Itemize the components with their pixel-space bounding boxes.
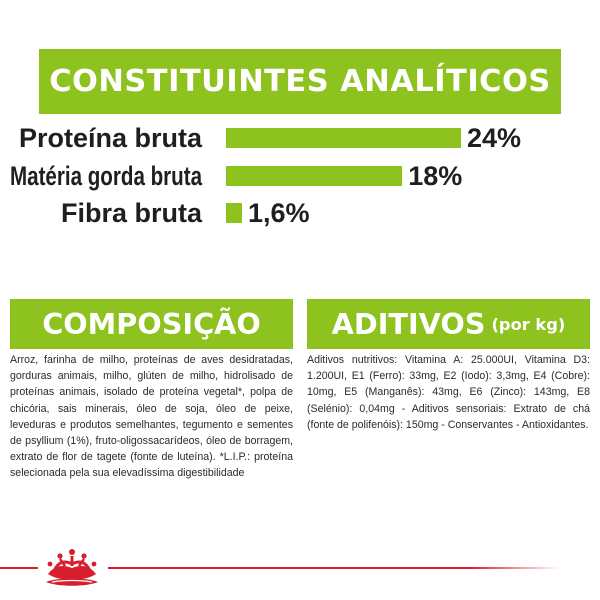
nutrient-value: 18%: [408, 161, 463, 191]
additives-text: Aditivos nutritivos: Vitamina A: 25.000U…: [307, 354, 590, 431]
nutrient-bar: [226, 166, 403, 186]
additives-title: ADITIVOS: [331, 307, 486, 341]
nutrient-value: 24%: [467, 123, 522, 153]
composition-text: Arroz, farinha de milho, proteínas de av…: [10, 354, 293, 480]
crown-icon: [46, 549, 98, 586]
nutrient-row-protein: Proteína bruta 24%: [0, 118, 600, 158]
nutrient-bar: [226, 128, 461, 148]
footer-line-left: [0, 567, 38, 569]
nutrient-bar: [226, 203, 242, 223]
composition-title: COMPOSIÇÃO: [42, 307, 261, 341]
nutrient-label: Matéria gorda bruta: [9, 161, 202, 191]
nutrient-row-fat: Matéria gorda bruta 18%: [0, 156, 600, 196]
analytical-constituents-banner: CONSTITUINTES ANALÍTICOS: [39, 49, 561, 114]
additives-subtitle: (por kg): [491, 314, 566, 334]
nutrient-label: Fibra bruta: [60, 198, 202, 228]
nutrient-row-fiber: Fibra bruta 1,6%: [0, 193, 600, 233]
footer: [0, 540, 600, 600]
nutrient-label: Proteína bruta: [18, 123, 202, 153]
nutrient-value: 1,6%: [248, 198, 310, 228]
composition-header: COMPOSIÇÃO: [10, 299, 293, 349]
banner-title: CONSTITUINTES ANALÍTICOS: [49, 64, 551, 99]
additives-header: ADITIVOS (por kg): [307, 299, 590, 349]
footer-line-right: [108, 567, 560, 569]
